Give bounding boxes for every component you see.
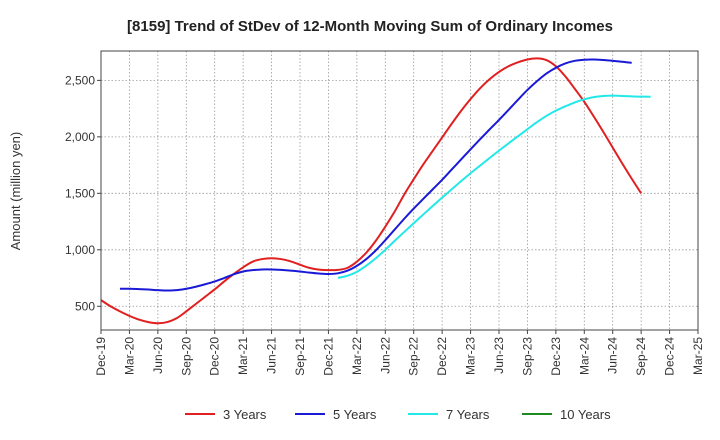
x-tick-label: Jun-23 xyxy=(492,337,506,374)
x-tick-label: Sep-21 xyxy=(293,337,307,376)
y-tick-label: 2,000 xyxy=(65,130,95,144)
chart-title: [8159] Trend of StDev of 12-Month Moving… xyxy=(127,18,613,35)
x-tick-label: Sep-20 xyxy=(179,337,193,376)
plot-frame xyxy=(100,50,699,331)
series-line-3-years xyxy=(100,57,642,325)
legend-label-3-years: 3 Years xyxy=(223,407,267,422)
x-tick-label: Dec-24 xyxy=(663,337,677,376)
x-tick-label: Dec-21 xyxy=(321,337,335,376)
x-tick-label: Mar-22 xyxy=(350,337,364,375)
x-tick-label: Dec-22 xyxy=(435,337,449,376)
series-layer xyxy=(100,57,651,325)
x-tick-label: Jun-21 xyxy=(265,337,279,374)
x-tick-label: Sep-22 xyxy=(407,337,421,376)
legend-label-5-years: 5 Years xyxy=(333,407,377,422)
x-tick-label: Dec-20 xyxy=(208,337,222,376)
x-tick-label: Sep-24 xyxy=(634,337,648,376)
x-tick-label: Sep-23 xyxy=(520,337,534,376)
y-axis: 500 1,000 1,500 2,000 2,500 xyxy=(65,73,101,313)
x-tick-label: Dec-23 xyxy=(549,337,563,376)
x-tick-label: Dec-19 xyxy=(94,337,108,376)
legend-label-7-years: 7 Years xyxy=(446,407,490,422)
x-axis: Dec-19 Mar-20 Jun-20 Sep-20 Dec-20 Mar-21 Jun-… xyxy=(94,330,705,376)
legend: 3 Years 5 Years 7 Years 10 Years xyxy=(185,407,611,422)
legend-label-10-years: 10 Years xyxy=(560,407,611,422)
y-tick-label: 1,000 xyxy=(65,243,95,257)
series-line-5-years xyxy=(119,58,632,292)
y-axis-label: Amount (million yen) xyxy=(8,132,23,251)
y-tick-label: 2,500 xyxy=(65,73,95,87)
x-tick-label: Mar-21 xyxy=(236,337,250,375)
x-tick-label: Jun-22 xyxy=(378,337,392,374)
plot-area xyxy=(101,51,698,330)
x-tick-label: Mar-25 xyxy=(691,337,705,375)
x-tick-label: Mar-20 xyxy=(122,337,136,375)
x-tick-label: Mar-24 xyxy=(577,337,591,375)
y-tick-label: 1,500 xyxy=(65,186,95,200)
x-tick-label: Jun-24 xyxy=(606,337,620,374)
series-line-7-years xyxy=(337,94,651,279)
y-tick-label: 500 xyxy=(75,299,95,313)
x-tick-label: Mar-23 xyxy=(464,337,478,375)
x-tick-label: Jun-20 xyxy=(151,337,165,374)
